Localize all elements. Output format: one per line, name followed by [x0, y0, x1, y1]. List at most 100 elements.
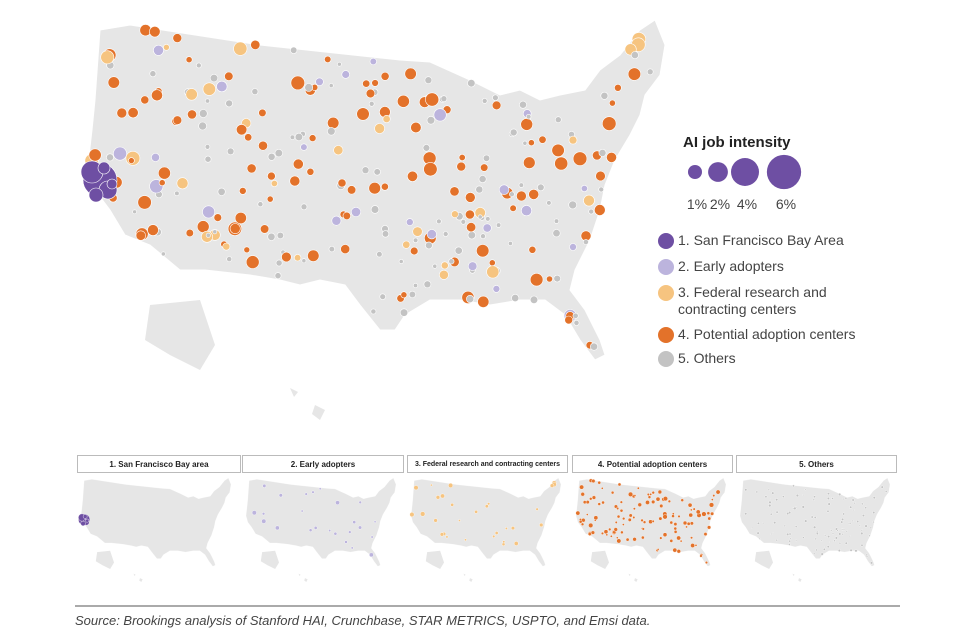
- mini-dot: [801, 505, 805, 509]
- mini-dot: [619, 508, 624, 513]
- metro-dot: [149, 70, 157, 78]
- mini-dot: [804, 488, 807, 491]
- mini-dot: [844, 497, 848, 500]
- metro-dot: [553, 274, 561, 283]
- mini-dot: [588, 522, 594, 528]
- mini-dot: [673, 522, 678, 527]
- metro-dot: [163, 43, 170, 51]
- metro-dot: [568, 200, 578, 210]
- metro-dot: [482, 154, 491, 162]
- mini-dot: [830, 529, 833, 532]
- mini-dot: [872, 496, 876, 500]
- metro-dot: [205, 232, 211, 238]
- metro-dot: [289, 134, 296, 140]
- mini-dot: [333, 531, 338, 536]
- mini-map: [739, 477, 891, 583]
- mini-dot: [677, 514, 681, 518]
- metro-dot: [307, 249, 320, 262]
- mini-dot: [869, 526, 872, 529]
- metro-dot: [260, 224, 270, 234]
- panel-title: 1. San Francisco Bay area: [77, 455, 241, 473]
- metro-dot: [589, 342, 598, 351]
- mini-dot: [613, 527, 618, 532]
- mini-dot: [667, 499, 671, 503]
- mini-dot: [715, 489, 721, 495]
- mini-dot: [812, 498, 815, 501]
- mini-dot: [860, 529, 863, 532]
- mini-dot: [820, 539, 823, 542]
- mini-dot: [474, 510, 478, 514]
- mini-dot: [589, 497, 593, 501]
- mini-dot: [775, 539, 778, 542]
- metro-dot: [350, 207, 361, 218]
- mini-dot: [601, 500, 605, 505]
- metro-dot: [448, 258, 455, 265]
- metro-dot: [523, 156, 536, 169]
- mini-dot: [420, 511, 426, 517]
- metro-dot: [251, 88, 259, 95]
- mini-dot: [492, 534, 496, 538]
- mini-dot: [833, 539, 836, 542]
- mini-dot: [690, 543, 695, 548]
- mini-dot: [614, 521, 618, 524]
- mini-dot: [450, 503, 454, 507]
- metro-dot: [423, 280, 432, 289]
- metro-dot: [217, 187, 226, 196]
- metro-dot: [267, 152, 276, 161]
- metro-dot: [290, 46, 298, 54]
- metro-dot: [595, 170, 606, 182]
- mini-dot: [440, 493, 445, 499]
- dots: [80, 24, 654, 351]
- metro-dot: [477, 214, 483, 220]
- metro-dot: [509, 128, 518, 137]
- size-label: 2%: [710, 196, 730, 212]
- mini-dot: [358, 525, 362, 530]
- mini-dot: [792, 484, 795, 488]
- mini-dot: [344, 540, 348, 544]
- metro-dot: [324, 55, 332, 64]
- metro-dot: [425, 92, 440, 107]
- metro-dot: [327, 127, 336, 136]
- mini-dot: [641, 535, 645, 540]
- metro-dot: [522, 140, 528, 146]
- mini-dot: [80, 520, 86, 527]
- metro-dot: [614, 84, 622, 92]
- metro-dot: [426, 116, 436, 125]
- mini-dot: [605, 533, 609, 537]
- mini-dot: [707, 516, 712, 521]
- group-label: 5. Others: [678, 350, 736, 366]
- mini-dot: [775, 510, 779, 514]
- metro-dot: [270, 180, 278, 188]
- mini-dot: [632, 537, 637, 542]
- group-swatch: [658, 351, 674, 367]
- mini-dot: [870, 561, 874, 565]
- mini-dot: [659, 536, 663, 540]
- mini-us: [739, 477, 891, 583]
- mini-dot: [788, 543, 791, 546]
- metro-dot: [402, 240, 411, 249]
- metro-dot: [486, 265, 500, 279]
- metro-dot: [491, 100, 502, 111]
- metro-dot: [113, 146, 127, 161]
- metro-dot: [225, 99, 233, 108]
- metro-dot: [153, 44, 164, 56]
- mini-dot: [851, 519, 854, 522]
- metro-dot: [410, 246, 419, 256]
- mini-dot: [860, 531, 864, 535]
- metro-dot: [196, 220, 210, 233]
- mini-dot: [620, 530, 624, 534]
- mini-dot: [804, 519, 808, 523]
- metro-dot: [396, 94, 410, 108]
- mini-dot: [756, 531, 760, 535]
- metro-dot: [226, 256, 233, 262]
- mini-dot: [710, 511, 715, 516]
- metro-dot: [598, 148, 607, 157]
- mini-dot: [689, 521, 694, 526]
- mini-dot: [771, 491, 775, 495]
- metro-dot: [538, 135, 547, 144]
- metro-dot: [315, 77, 324, 87]
- metro-dot: [185, 88, 198, 101]
- mini-dot: [617, 482, 622, 487]
- mini-dot: [820, 552, 824, 556]
